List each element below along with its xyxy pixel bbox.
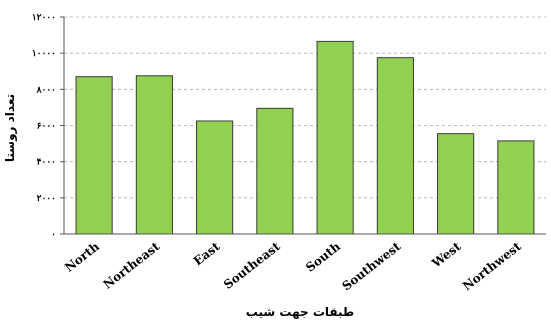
y-tick-label: ۸۰۰۰ [36, 85, 56, 95]
x-tick-label: Southeast [221, 239, 283, 292]
x-tick-label: South [303, 239, 343, 275]
bar-northwest [497, 140, 535, 235]
bars [75, 40, 535, 235]
bar-northeast [135, 75, 173, 235]
x-tick-label: East [191, 239, 223, 268]
x-axis-label: طبقات جهت شیب [246, 305, 354, 319]
bar-southeast [256, 107, 294, 235]
x-tick-label: Northwest [460, 239, 524, 293]
x-tick-label: North [62, 239, 102, 275]
y-axis-label: تعداد روستا [3, 94, 18, 162]
bar-south [316, 40, 354, 235]
x-tick-label: Southwest [339, 239, 403, 293]
y-tick-label: ۰ [51, 230, 56, 240]
y-tick-label: ۱۰۰۰۰ [32, 49, 56, 59]
bar-east [196, 120, 234, 235]
bar-north [75, 76, 113, 235]
y-tick-label: ۱۲۰۰۰ [32, 13, 56, 23]
bar-southwest [376, 57, 414, 235]
y-tick-label: ۴۰۰۰ [37, 158, 56, 168]
x-tick-label: West [429, 239, 464, 271]
y-axis-ticks: ۰ ۲۰۰۰ ۴۰۰۰ ۶۰۰۰ ۸۰۰۰ ۱۰۰۰۰ ۱۲۰۰۰ [32, 13, 64, 240]
y-tick-label: ۲۰۰۰ [37, 194, 56, 204]
y-tick-label: ۶۰۰۰ [37, 122, 56, 132]
bar-west [437, 133, 475, 235]
x-tick-label: Northeast [101, 239, 163, 292]
